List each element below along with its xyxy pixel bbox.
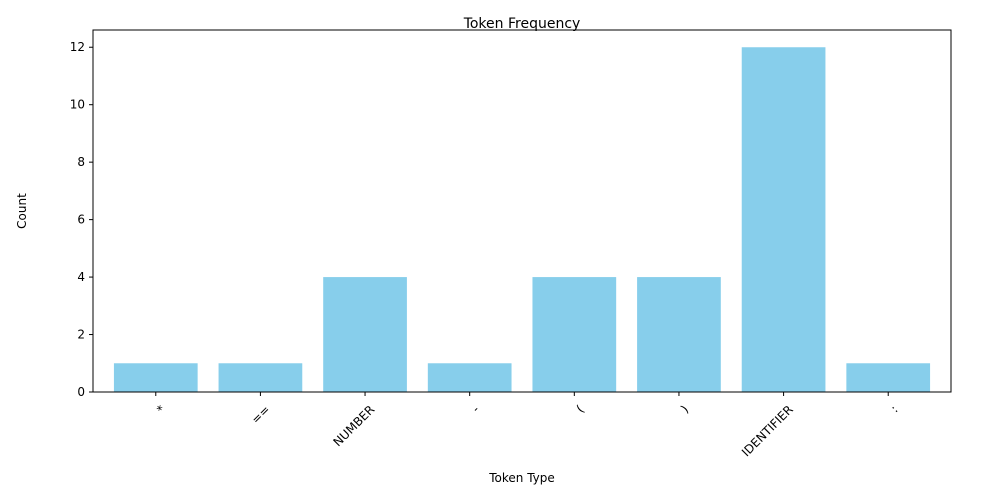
bar [218,363,303,392]
bar [846,363,931,392]
bar [741,47,826,392]
x-tick-label: : [888,402,901,415]
chart-title: Token Frequency [463,16,581,32]
bar [637,277,721,392]
x-tick-label: IDENTIFIER [739,402,796,459]
y-tick-label: 0 [77,385,85,399]
x-tick-label: == [249,402,273,426]
plot-frame [92,29,952,393]
y-tick-label: 8 [77,155,85,169]
bar [532,277,617,392]
x-tick-label: ) [678,402,691,415]
x-tick-label: - [469,402,482,415]
x-tick-label: NUMBER [331,402,378,449]
y-axis-ticks: 0 2 4 6 8 10 12 [70,40,93,399]
y-tick-label: 6 [77,213,85,227]
y-tick-label: 10 [70,98,85,112]
y-tick-label: 2 [77,328,85,342]
bar [323,277,407,392]
bars [113,47,931,392]
x-axis-ticks: * == NUMBER - () IDENTIFIER: [154,392,901,459]
y-tick-label: 4 [77,270,85,284]
x-tick-label: * [154,402,168,416]
y-tick-label: 12 [70,40,85,54]
bar [113,363,198,392]
x-axis-label: Token Type [488,471,555,485]
x-tick-label: ( [573,402,586,415]
bar [427,363,512,392]
y-axis-label: Count [15,193,29,229]
